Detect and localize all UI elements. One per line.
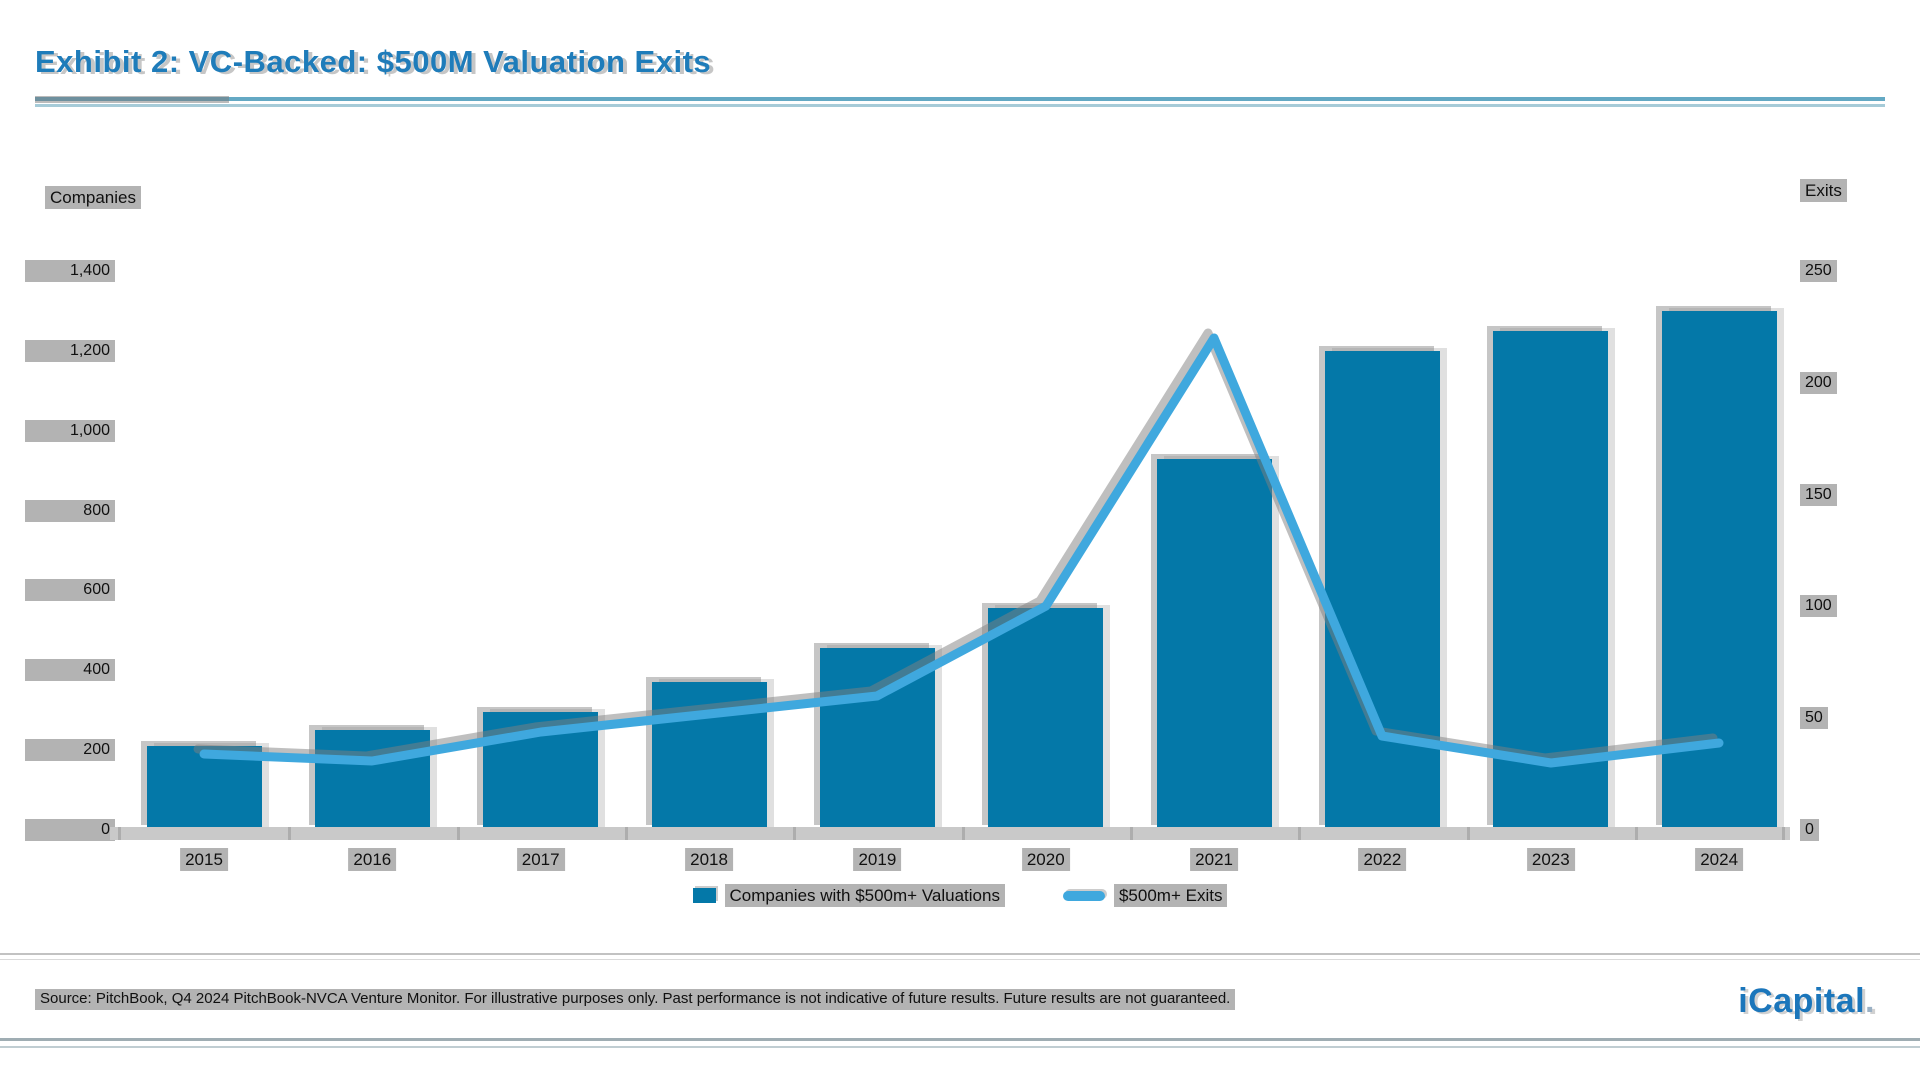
bar-2022 bbox=[1324, 350, 1440, 830]
yticks-left-800: 800 bbox=[25, 499, 115, 522]
x-axis-label-2023: 2023 bbox=[1526, 848, 1575, 872]
x-axis-tick bbox=[118, 827, 121, 840]
x-axis-label-2015: 2015 bbox=[180, 848, 228, 872]
yticks-left-1,000: 1,000 bbox=[25, 419, 115, 442]
legend: Companies with $500m+ Valuations $500m+ … bbox=[0, 884, 1920, 908]
x-axis-tick bbox=[793, 827, 797, 840]
legend-bar-swatch-icon bbox=[692, 888, 716, 904]
legend-line-swatch-icon bbox=[1062, 890, 1105, 901]
line-series bbox=[193, 328, 1724, 768]
x-axis-label-2022: 2022 bbox=[1358, 848, 1407, 872]
footer-bottom-rule-2 bbox=[0, 1046, 1920, 1048]
title-underline-rule bbox=[35, 96, 1885, 109]
x-axis-tick bbox=[961, 827, 965, 840]
yticks-right-150: 150 bbox=[1800, 483, 1837, 506]
x-axis-tick bbox=[288, 827, 292, 840]
line-series-shadow bbox=[193, 328, 1718, 763]
x-axis-tick bbox=[1298, 827, 1302, 840]
bar-2023 bbox=[1493, 330, 1609, 830]
legend-item-exits: $500m+ Exits bbox=[1062, 884, 1228, 908]
x-axis-label-2018: 2018 bbox=[685, 848, 733, 872]
footer-divider-top bbox=[0, 953, 1920, 955]
x-axis-tick bbox=[1634, 827, 1638, 840]
icapital-logo: iCapital. bbox=[1738, 982, 1875, 1020]
yticks-right-250: 250 bbox=[1800, 260, 1837, 282]
x-axis-tick bbox=[1129, 827, 1133, 840]
legend-item-companies: Companies with $500m+ Valuations bbox=[692, 884, 1005, 908]
x-axis-baseline bbox=[110, 827, 1790, 840]
legend-label-companies: Companies with $500m+ Valuations bbox=[724, 884, 1005, 908]
x-axis-label-2017: 2017 bbox=[516, 848, 565, 872]
title-rule-shadow-segment bbox=[35, 96, 230, 103]
left-axis-title: Companies bbox=[45, 186, 141, 210]
x-axis-tick bbox=[1782, 827, 1785, 840]
line-series-path bbox=[199, 333, 1724, 768]
right-axis-title: Exits bbox=[1800, 179, 1847, 203]
x-axis-label-2020: 2020 bbox=[1021, 848, 1070, 872]
x-axis-tick bbox=[1466, 827, 1470, 840]
x-axis-label-2016: 2016 bbox=[348, 848, 397, 872]
yticks-left-1,200: 1,200 bbox=[25, 339, 115, 362]
yticks-right-200: 200 bbox=[1800, 371, 1837, 394]
yticks-right-0: 0 bbox=[1800, 819, 1819, 841]
plot-area: 2015 2016 2017 2018 2019 2020 2021 2022 2023 2024 bbox=[110, 271, 1790, 872]
footer-divider-top-2 bbox=[0, 959, 1920, 960]
title-rule-top-line bbox=[35, 97, 1885, 101]
chart-area: 1,400 1,200 1,000 800 600 400 200 0 2015 2016 201… bbox=[0, 260, 1920, 872]
source-note: Source: PitchBook, Q4 2024 PitchBook-NVC… bbox=[35, 989, 1236, 1010]
yticks-left-0: 0 bbox=[25, 819, 115, 841]
legend-label-exits: $500m+ Exits bbox=[1113, 884, 1228, 908]
x-axis-label-2019: 2019 bbox=[853, 848, 902, 872]
x-axis-tick bbox=[456, 827, 460, 840]
yticks-left-400: 400 bbox=[25, 659, 115, 682]
exhibit-title: Exhibit 2: VC-Backed: $500M Valuation Ex… bbox=[35, 44, 712, 79]
x-axis-label-2021: 2021 bbox=[1190, 848, 1239, 872]
bar-2015 bbox=[146, 746, 262, 830]
yticks-left-600: 600 bbox=[25, 579, 115, 602]
yticks-left-200: 200 bbox=[25, 739, 115, 762]
title-rule-bottom-line bbox=[35, 104, 1885, 107]
yticks-right-50: 50 bbox=[1800, 707, 1828, 730]
yticks-right-100: 100 bbox=[1800, 595, 1837, 618]
x-axis-label-2024: 2024 bbox=[1695, 848, 1744, 872]
footer-bottom-rule bbox=[0, 1038, 1920, 1041]
yticks-left-1,400: 1,400 bbox=[25, 260, 115, 282]
bar-2021 bbox=[1156, 458, 1272, 830]
bar-2020 bbox=[988, 608, 1104, 830]
x-axis-tick bbox=[624, 827, 628, 840]
